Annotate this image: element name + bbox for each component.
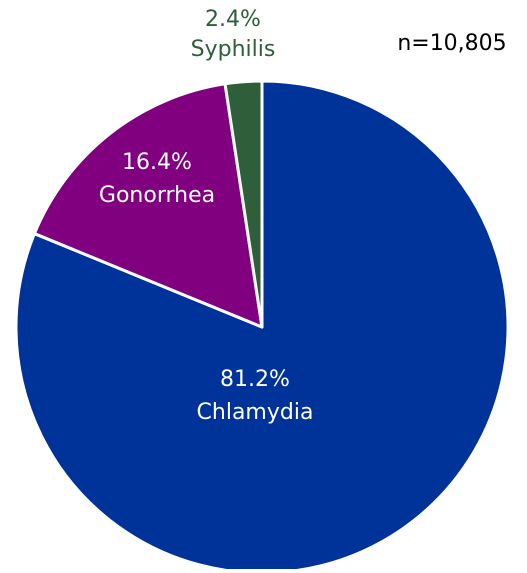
pie-slice <box>223 79 264 329</box>
slice-value-label: 81.2% <box>220 367 290 392</box>
slice-value-label: 2.4% <box>205 7 261 32</box>
slice-category-label: Gonorrhea <box>99 183 215 208</box>
pie-slice <box>32 82 264 329</box>
slice-value-label: 16.4% <box>122 150 192 175</box>
sample-size: n=10,805 <box>397 31 506 56</box>
slice-category-label: Syphilis <box>191 37 276 62</box>
slice-category-label: Chlamydia <box>197 400 314 425</box>
